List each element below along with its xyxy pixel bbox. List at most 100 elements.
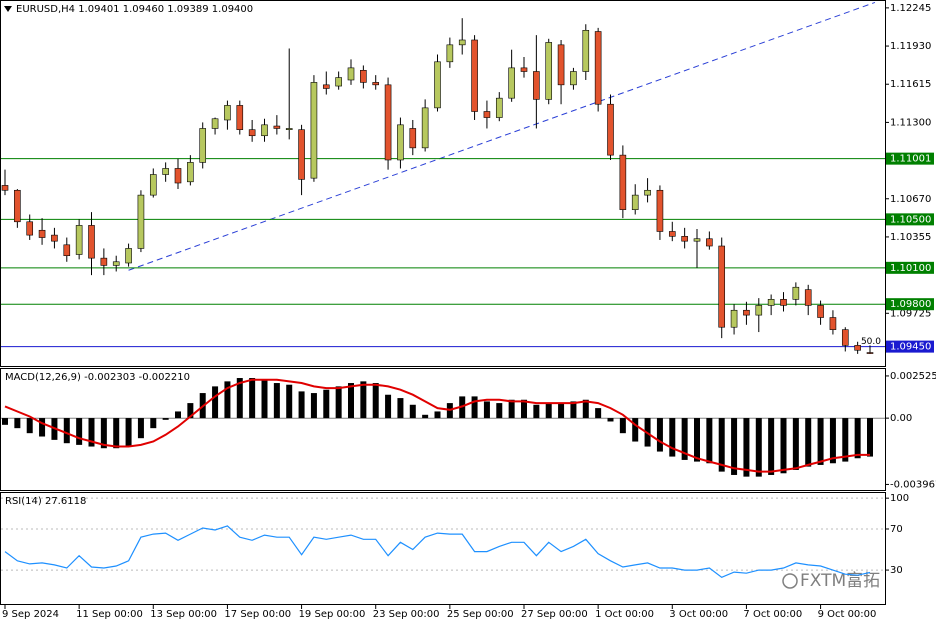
candle-body <box>557 44 565 86</box>
y-tick-label: 100 <box>890 493 909 504</box>
candle-body <box>804 289 812 306</box>
y-tick-label: 30 <box>890 565 903 576</box>
level-label: 1.11001 <box>890 154 931 165</box>
candle-body <box>866 352 874 354</box>
level-label: 1.09450 <box>890 342 931 353</box>
macd-bar <box>867 418 873 457</box>
candle-body <box>298 129 305 180</box>
candle-body <box>211 118 219 129</box>
y-tick-label: 0.00 <box>890 413 912 424</box>
candle-body <box>693 238 701 242</box>
candle-body <box>273 125 281 129</box>
x-tick-label: 13 Sep 00:00 <box>150 609 217 620</box>
macd-bar <box>224 381 231 419</box>
macd-bar <box>842 418 849 462</box>
macd-bar <box>150 418 157 429</box>
macd-bar <box>261 379 268 419</box>
x-tick-label: 11 Sep 00:00 <box>76 609 143 620</box>
price-panel-frame <box>0 0 886 367</box>
candle-body <box>594 31 602 105</box>
y-tick-label: 1.11930 <box>890 41 931 52</box>
macd-bar <box>14 418 21 429</box>
macd-bar <box>582 399 589 419</box>
level-label-box <box>886 213 934 226</box>
macd-bar <box>26 418 33 434</box>
x-tick-label: 7 Oct 00:00 <box>743 609 802 620</box>
macd-bar <box>471 396 478 419</box>
macd-bar <box>212 386 219 419</box>
macd-bar <box>496 403 503 419</box>
candle-body <box>75 225 83 255</box>
candle-body <box>38 229 46 238</box>
candle-body <box>520 67 528 72</box>
candle-body <box>495 97 503 118</box>
candle-body <box>854 345 861 351</box>
macd-bar <box>533 404 540 419</box>
menu-arrow <box>4 6 12 12</box>
candle-body <box>112 261 120 266</box>
macd-bar <box>595 408 602 419</box>
signal-line <box>4 378 870 473</box>
candle-body <box>125 248 132 264</box>
macd-bar <box>422 414 429 419</box>
candle-body <box>631 194 639 210</box>
macd-bar <box>409 404 416 419</box>
macd-bar <box>743 418 750 477</box>
candle-body <box>743 309 750 316</box>
x-tick-label: 9 Oct 00:00 <box>818 609 877 620</box>
candle-body <box>545 42 553 100</box>
macd-bar <box>780 418 787 474</box>
candle-body <box>88 225 95 259</box>
candle-body <box>397 124 404 161</box>
candle-body <box>619 154 627 210</box>
candle-body <box>421 107 429 149</box>
candle-body <box>335 77 342 87</box>
macd-bar <box>137 418 144 439</box>
watermark-icon <box>782 573 798 589</box>
candle-body <box>780 299 787 306</box>
macd-bar <box>607 418 614 422</box>
candle-body <box>285 128 293 130</box>
macd-bar <box>310 393 317 419</box>
macd-bar <box>768 418 775 475</box>
macd-bar <box>706 418 713 464</box>
macd-bar <box>718 418 725 472</box>
level-label: 1.09800 <box>890 299 931 310</box>
candle-body <box>137 194 145 249</box>
candle-body <box>718 245 726 328</box>
candle-body <box>817 305 824 318</box>
candle-body <box>100 257 108 266</box>
x-tick-label: 27 Sep 00:00 <box>521 609 588 620</box>
candle-body <box>26 221 34 236</box>
macd-bar <box>113 418 120 449</box>
macd-bar <box>656 418 663 452</box>
macd-bar <box>236 378 243 419</box>
macd-bar <box>854 418 861 459</box>
candle-body <box>681 236 688 242</box>
x-tick-label: 1 Oct 00:00 <box>595 609 654 620</box>
x-tick-label: 9 Sep 2024 <box>2 609 59 620</box>
macd-bar <box>2 418 8 425</box>
candle-body <box>755 305 763 316</box>
candle-body <box>730 309 738 328</box>
panel-title: MACD(12,26,9) -0.002303 -0.002210 <box>5 372 190 383</box>
x-tick-label: 3 Oct 00:00 <box>669 609 728 620</box>
panel-title: EURUSD,H4 1.09401 1.09460 1.09389 1.0940… <box>16 4 253 15</box>
candle-body <box>224 105 231 121</box>
macd-bar <box>483 401 490 419</box>
candle-body <box>483 111 491 118</box>
candle-body <box>372 82 380 86</box>
macd-bar <box>817 418 824 465</box>
level-label: 1.10100 <box>890 263 931 274</box>
candle-body <box>841 329 849 346</box>
candle-body <box>458 39 466 46</box>
x-tick-label: 19 Sep 00:00 <box>299 609 366 620</box>
candle-body <box>1 185 9 191</box>
macd-bar <box>508 399 515 419</box>
candle-body <box>656 189 664 232</box>
candle-body <box>261 124 268 137</box>
candle-body <box>248 129 256 137</box>
candle-body <box>706 238 713 247</box>
